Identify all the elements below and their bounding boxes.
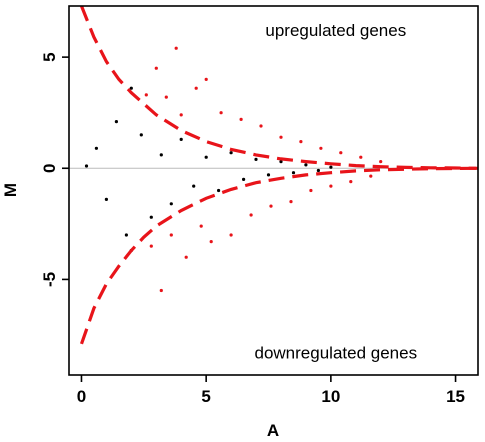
data-point (164, 95, 168, 99)
data-point (94, 146, 98, 150)
data-point (291, 171, 296, 175)
data-point (217, 188, 221, 193)
data-point (149, 244, 153, 248)
data-point (249, 213, 253, 217)
data-point (124, 233, 128, 237)
y-tick-label: 5 (40, 52, 59, 61)
data-point (149, 215, 153, 219)
data-point (179, 113, 183, 117)
data-point (174, 46, 178, 50)
data-point (204, 155, 208, 159)
plot-frame (68, 5, 479, 376)
data-point (299, 140, 303, 144)
data-point (169, 233, 173, 237)
data-point (349, 180, 353, 184)
x-tick-label: 10 (321, 387, 340, 406)
x-axis-title: A (267, 421, 279, 440)
data-point (339, 151, 343, 155)
data-point (204, 77, 208, 81)
x-tick-label: 15 (446, 387, 465, 406)
data-point (242, 177, 246, 181)
data-point (279, 135, 283, 139)
annotation-downregulated: downregulated genes (255, 343, 418, 362)
data-point (329, 184, 333, 188)
data-point (309, 188, 313, 193)
data-point (229, 233, 233, 237)
data-point (84, 164, 89, 168)
data-point (114, 120, 118, 124)
data-point (184, 255, 188, 259)
data-point (169, 202, 173, 206)
data-point (209, 240, 213, 244)
data-point (199, 224, 203, 228)
y-tick-label: -5 (40, 272, 59, 287)
y-axis-title: M (1, 183, 20, 197)
threshold-curve-lower (79, 166, 478, 345)
data-point (154, 66, 158, 70)
data-point (316, 168, 320, 173)
x-tick-label: 5 (201, 387, 210, 406)
data-point (129, 86, 133, 90)
data-point (259, 124, 263, 128)
data-point (239, 117, 243, 121)
data-point (379, 160, 383, 164)
data-point (369, 174, 373, 178)
data-point (329, 165, 333, 169)
data-point (104, 197, 108, 201)
data-point (319, 146, 323, 150)
data-point (194, 86, 198, 90)
data-point (179, 137, 183, 141)
y-tick-label: 0 (40, 164, 59, 173)
data-point (159, 288, 163, 293)
x-tick-label: 0 (77, 387, 86, 406)
data-point (192, 184, 196, 188)
data-point (229, 151, 233, 155)
data-point (304, 163, 308, 167)
data-point (289, 200, 293, 204)
data-point (279, 160, 283, 164)
threshold-curve-upper (80, 6, 478, 170)
data-point (139, 133, 143, 137)
data-point (219, 111, 223, 115)
data-point (269, 204, 273, 208)
data-point (144, 93, 148, 97)
data-point (359, 155, 363, 159)
data-point (266, 173, 271, 177)
data-point (254, 157, 258, 161)
data-point (159, 153, 163, 157)
annotation-upregulated: upregulated genes (265, 21, 406, 40)
